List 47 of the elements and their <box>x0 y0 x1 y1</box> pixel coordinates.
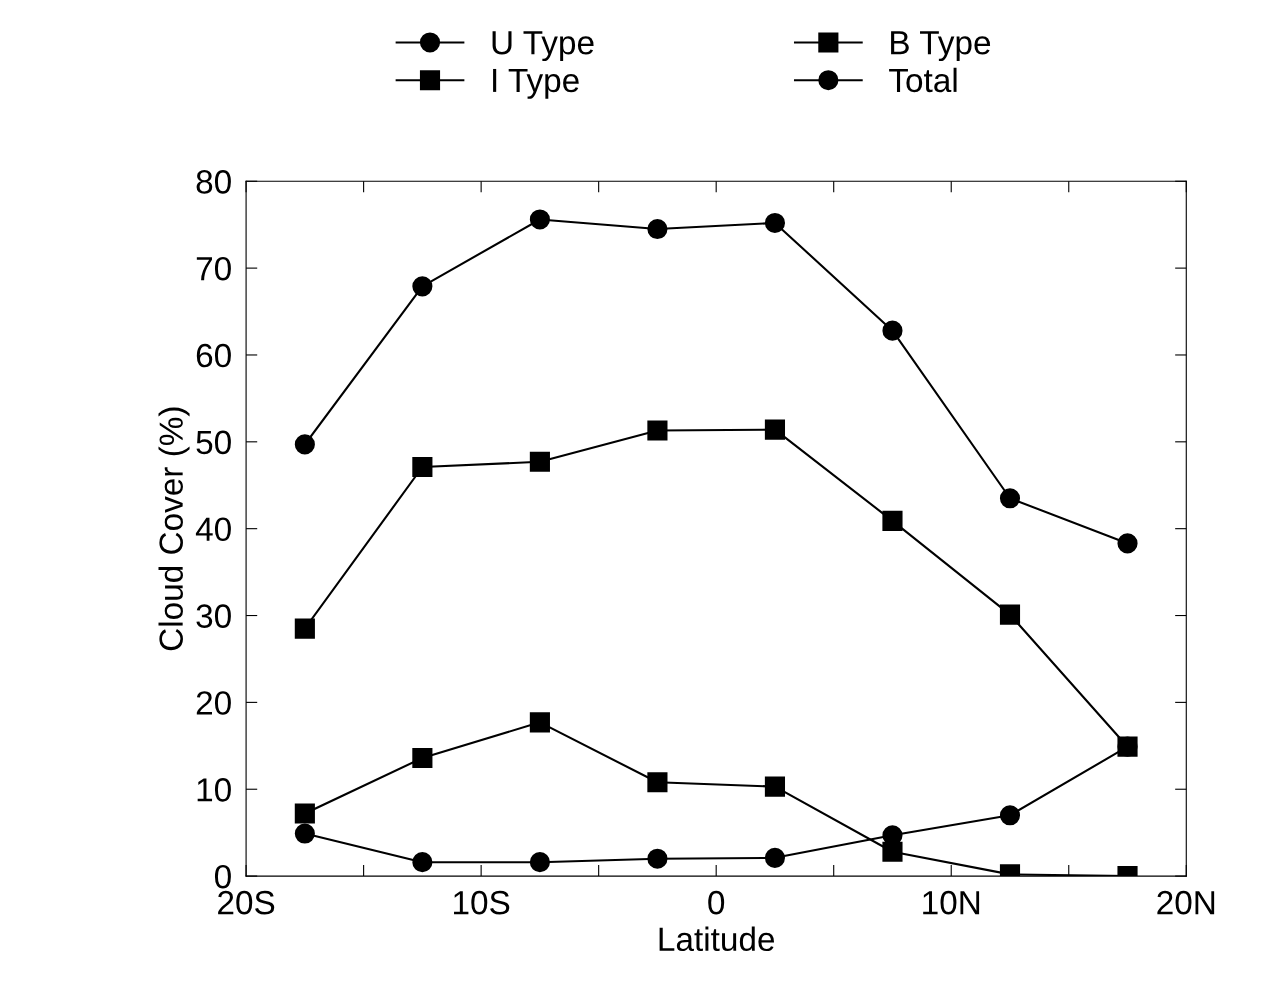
point <box>647 420 668 441</box>
point <box>294 618 315 639</box>
x-tick-label: 10N <box>923 890 980 915</box>
point <box>764 212 786 234</box>
point <box>294 823 315 844</box>
point <box>529 451 550 472</box>
point <box>529 712 550 733</box>
point <box>999 604 1021 625</box>
point <box>999 488 1021 509</box>
y-tick-label: 50 <box>196 430 231 455</box>
x-tick-label: 20N <box>1157 890 1215 915</box>
point <box>294 434 315 455</box>
y-tick-label: 80 <box>196 170 231 194</box>
point <box>764 419 786 440</box>
point <box>412 276 433 297</box>
point <box>294 803 315 824</box>
point <box>882 841 903 862</box>
x-tick-label: 0 <box>708 890 725 915</box>
point <box>529 209 550 230</box>
legend-label: B Type <box>891 31 991 62</box>
x-tick-label: 20S <box>218 890 275 915</box>
legend-label: I Type <box>493 68 579 99</box>
y-tick-label: 70 <box>196 256 231 281</box>
point <box>764 847 786 868</box>
point <box>412 852 433 873</box>
point <box>412 747 433 769</box>
point <box>412 456 433 478</box>
point <box>999 805 1021 826</box>
y-tick-label: 20 <box>196 691 231 715</box>
point <box>647 772 668 793</box>
point <box>647 848 668 869</box>
y-tick-label: 40 <box>195 517 231 542</box>
legend-label: U Type <box>492 31 594 62</box>
x-axis-title: Latitude <box>659 926 775 952</box>
x-tick-label: 10S <box>454 890 510 915</box>
point <box>764 776 786 797</box>
point <box>529 852 550 873</box>
y-tick-label: 0 <box>214 864 231 889</box>
y-axis-title: Cloud Cover (%) <box>158 407 190 651</box>
y-tick-label: 60 <box>196 343 231 368</box>
y-tick-label: 10 <box>197 778 231 802</box>
point <box>1117 533 1138 554</box>
point <box>647 218 668 240</box>
point <box>882 320 903 341</box>
point <box>882 510 903 531</box>
y-tick-label: 30 <box>196 604 231 628</box>
legend-label: Total <box>889 67 957 93</box>
